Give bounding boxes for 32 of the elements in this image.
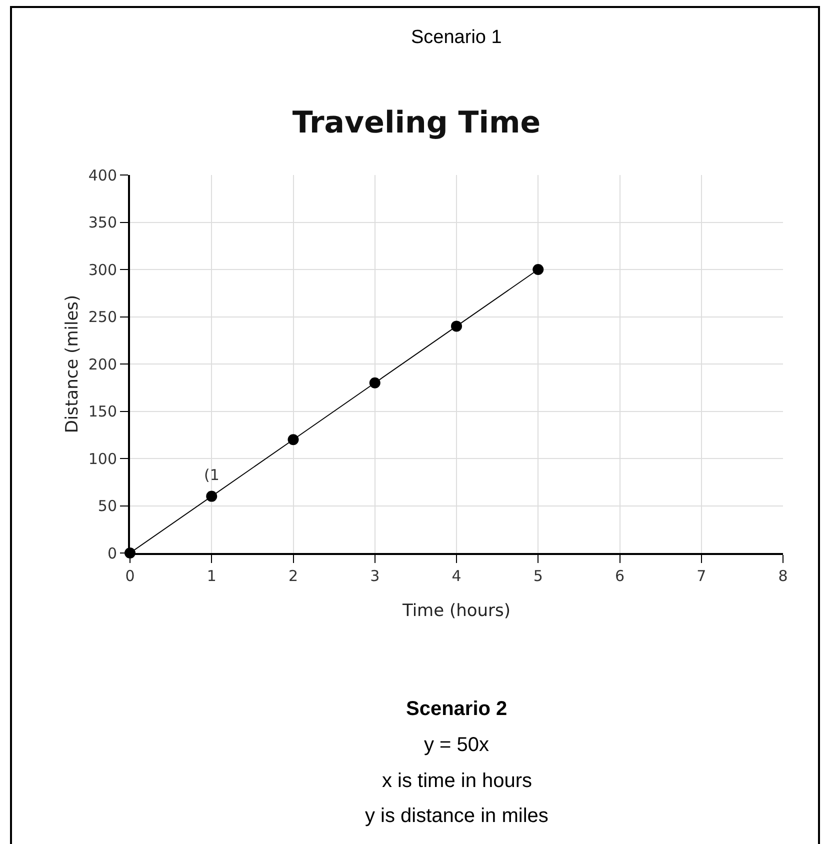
- y-tick-label: 100: [88, 450, 117, 468]
- point: [288, 434, 299, 446]
- x-tick-label: 2: [288, 567, 298, 585]
- y-tick-label: 50: [98, 497, 117, 515]
- y-tick-label: 350: [88, 214, 117, 232]
- x-axis-title: Time (hours): [401, 600, 511, 621]
- point: [451, 320, 462, 332]
- x-tick-label: 5: [533, 567, 543, 585]
- annotation: (1: [204, 466, 220, 484]
- y-tick-label: 200: [88, 355, 117, 374]
- chart-title: Traveling Time: [292, 106, 541, 140]
- text: y is distance in miles: [365, 805, 548, 827]
- x-tick-label: 7: [696, 567, 706, 585]
- y-tick-label: 300: [88, 260, 117, 279]
- point: [206, 490, 218, 502]
- y-axis-title: Distance (miles): [62, 294, 82, 434]
- text: Scenario 2: [406, 698, 508, 720]
- y-tick-label: 250: [88, 308, 117, 326]
- text: x is time in hours: [382, 770, 532, 792]
- text: y = 50x: [424, 734, 490, 756]
- x-tick-label: 4: [452, 567, 462, 585]
- x-tick-label: 8: [778, 567, 788, 585]
- x-tick-label: 3: [370, 567, 380, 585]
- x-tick-label: 0: [125, 567, 135, 585]
- y-tick-label: 0: [107, 544, 117, 562]
- x-tick-label: 1: [206, 567, 216, 585]
- y-tick-label: 150: [88, 402, 117, 420]
- point: [369, 377, 380, 388]
- text: Scenario 1: [411, 27, 502, 48]
- x-tick-label: 6: [614, 567, 625, 585]
- y-tick-label: 400: [88, 166, 117, 184]
- point: [532, 264, 544, 275]
